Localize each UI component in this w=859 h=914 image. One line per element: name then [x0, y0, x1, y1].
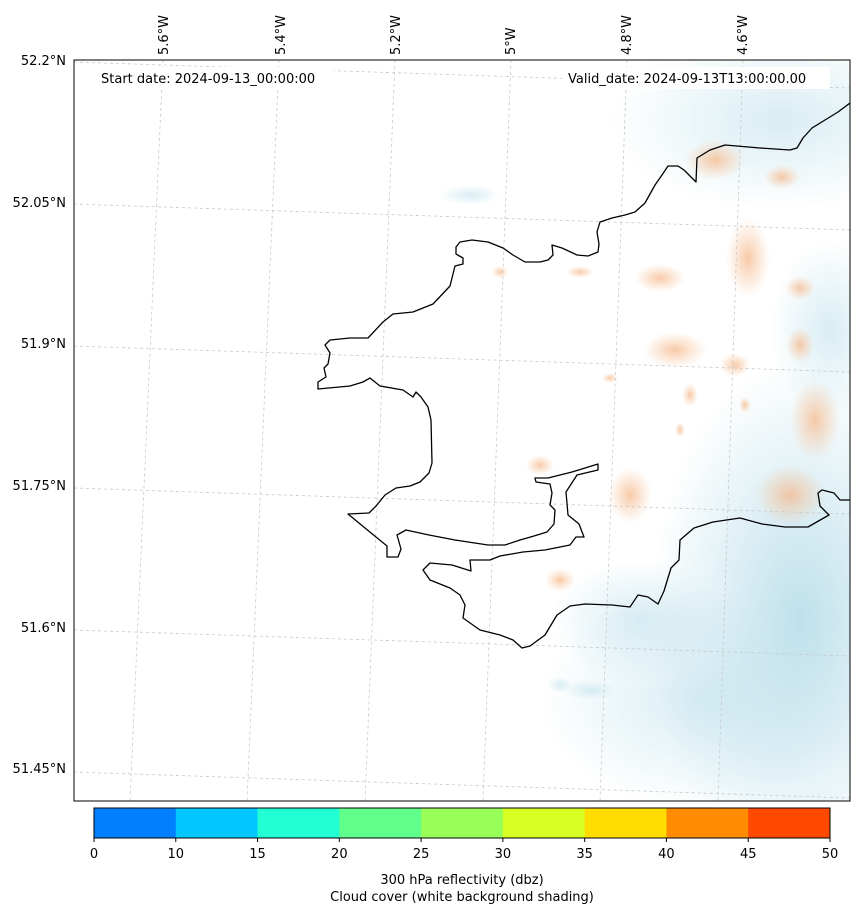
colorbar-segment: [257, 808, 340, 838]
coastline: [317, 102, 850, 649]
lon-label-5-4w: 5.4°W: [274, 15, 289, 55]
colorbar-segment: [584, 808, 667, 838]
colorbar-tick-label: 45: [740, 847, 757, 862]
colorbar-label-line2: Cloud cover (white background shading): [330, 890, 594, 905]
graticule: [74, 60, 850, 801]
valid-date-box: [562, 67, 830, 89]
lon-label-4-6w: 4.6°W: [736, 15, 751, 55]
lon-label-5-6w: 5.6°W: [157, 15, 172, 55]
colorbar-tick-label: 35: [576, 847, 593, 862]
colorbar-tick-label: 0: [90, 847, 98, 862]
colorbar-label-line1: 300 hPa reflectivity (dbz): [380, 873, 543, 888]
colorbar-segment: [666, 808, 749, 838]
colorbar-frame: [93, 807, 831, 839]
lat-label-51-75n: 51.75°N: [13, 479, 66, 494]
lon-label-5-2w: 5.2°W: [389, 15, 404, 55]
colorbar-ticks: 0 10 15 20 25 30 35 40 45 50: [90, 838, 838, 862]
longitude-labels: 5.6°W 5.4°W 5.2°W 5°W 4.8°W 4.6°W: [157, 15, 751, 55]
start-date-box: [94, 67, 334, 89]
valid-date-label: Valid_date: 2024-09-13T13:00:00.00: [568, 72, 806, 87]
latitude-labels: 52.2°N 52.05°N 51.9°N 51.75°N 51.6°N 51.…: [13, 54, 66, 777]
reflectivity-shading: [492, 140, 840, 592]
colorbar-tick-label: 10: [168, 847, 185, 862]
lat-label-51-6n: 51.6°N: [21, 621, 66, 636]
colorbar-segment: [339, 808, 422, 838]
map-frame: [73, 59, 851, 802]
colorbar-tick-label: 15: [249, 847, 266, 862]
lon-label-5w: 5°W: [504, 27, 519, 55]
colorbar-segment: [421, 808, 504, 838]
lon-label-4-8w: 4.8°W: [620, 15, 635, 55]
colorbar-segment: [748, 808, 831, 838]
colorbar-tick-label: 50: [822, 847, 839, 862]
colorbar-tick-label: 20: [331, 847, 348, 862]
lat-label-52-2n: 52.2°N: [21, 54, 66, 69]
colorbar-tick-label: 30: [495, 847, 512, 862]
colorbar: [94, 808, 831, 838]
start-date-label: Start date: 2024-09-13_00:00:00: [101, 72, 315, 87]
colorbar-tick-label: 25: [413, 847, 430, 862]
lat-label-51-9n: 51.9°N: [21, 337, 66, 352]
colorbar-segment: [94, 808, 177, 838]
lat-label-51-45n: 51.45°N: [13, 762, 66, 777]
colorbar-tick-label: 40: [658, 847, 675, 862]
colorbar-segment: [502, 808, 586, 838]
lat-label-52-05n: 52.05°N: [13, 196, 66, 211]
colorbar-segment: [175, 808, 259, 838]
